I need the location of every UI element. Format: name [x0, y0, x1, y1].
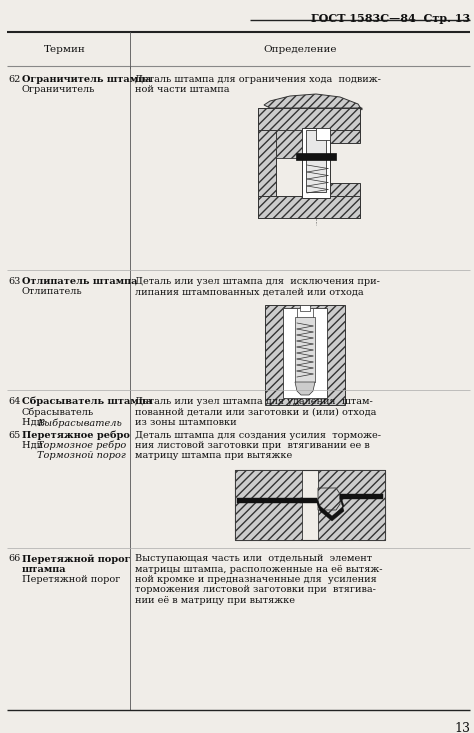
Bar	[316, 128, 330, 140]
Text: Ограничитель: Ограничитель	[22, 86, 95, 95]
Text: 66: 66	[8, 554, 20, 563]
Bar	[258, 108, 276, 218]
Text: Тормозное ребро: Тормозное ребро	[37, 441, 126, 451]
Bar	[258, 108, 360, 130]
Bar	[302, 128, 330, 198]
Text: Отлипатель: Отлипатель	[22, 287, 82, 297]
Text: Отлипатель штампа: Отлипатель штампа	[22, 277, 137, 286]
Bar	[258, 196, 360, 218]
Text: нии её в матрицу при вытяжке: нии её в матрицу при вытяжке	[135, 596, 295, 605]
Text: Термин: Термин	[44, 45, 86, 54]
Bar	[295, 317, 315, 382]
Text: Перетяжное ребро: Перетяжное ребро	[22, 430, 130, 440]
Bar	[235, 470, 385, 540]
Text: Ндп: Ндп	[22, 441, 46, 450]
Text: торможения листовой заготовки при  втягива-: торможения листовой заготовки при втягив…	[135, 586, 376, 594]
Polygon shape	[295, 382, 315, 395]
Bar	[283, 308, 327, 398]
Text: Перетяжной порог: Перетяжной порог	[22, 554, 130, 564]
Bar	[330, 108, 360, 143]
Text: Деталь штампа для создания усилия  торможе-: Деталь штампа для создания усилия тормож…	[135, 430, 381, 440]
Text: 13: 13	[454, 722, 470, 733]
Text: ной кромке и предназначенные для  усиления: ной кромке и предназначенные для усилени…	[135, 575, 377, 584]
Bar	[265, 305, 345, 405]
Bar	[306, 130, 326, 192]
Text: 64: 64	[8, 397, 20, 406]
Bar	[340, 494, 383, 499]
Text: пованной детали или заготовки и (или) отхода: пованной детали или заготовки и (или) от…	[135, 408, 376, 416]
Text: Выступающая часть или  отдельный  элемент: Выступающая часть или отдельный элемент	[135, 554, 372, 563]
Bar	[297, 308, 313, 318]
Bar	[237, 498, 302, 503]
Text: Ндп: Ндп	[22, 418, 46, 427]
Text: Выбрасыватель: Выбрасыватель	[37, 418, 122, 427]
Text: липания штампованных деталей или отхода: липания штампованных деталей или отхода	[135, 287, 364, 297]
Text: матрицу штампа при вытяжке: матрицу штампа при вытяжке	[135, 452, 292, 460]
Text: ной части штампа: ной части штампа	[135, 86, 229, 95]
Text: из зоны штамповки: из зоны штамповки	[135, 418, 237, 427]
Text: Деталь или узел штампа для удаления  штам-: Деталь или узел штампа для удаления штам…	[135, 397, 373, 406]
Text: 65: 65	[8, 430, 20, 440]
Polygon shape	[318, 488, 340, 510]
Text: штампа: штампа	[22, 564, 67, 573]
Text: ГОСТ 1583С—84  Стр. 13: ГОСТ 1583С—84 Стр. 13	[311, 13, 470, 24]
Text: ния листовой заготовки при  втягивании ее в: ния листовой заготовки при втягивании ее…	[135, 441, 370, 450]
Text: Ограничитель штампа: Ограничитель штампа	[22, 75, 152, 84]
Bar	[296, 153, 336, 160]
Bar	[300, 305, 310, 311]
Text: 62: 62	[8, 75, 20, 84]
Text: Деталь или узел штампа для  исключения при-: Деталь или узел штампа для исключения пр…	[135, 277, 380, 286]
Text: Сбрасыватель: Сбрасыватель	[22, 408, 94, 417]
Polygon shape	[264, 94, 362, 110]
Text: матрицы штампа, расположенные на её вытяж-: матрицы штампа, расположенные на её вытя…	[135, 564, 383, 573]
Bar	[330, 183, 360, 218]
Polygon shape	[300, 494, 344, 521]
Text: Деталь штампа для ограничения хода  подвиж-: Деталь штампа для ограничения хода подви…	[135, 75, 381, 84]
Text: 63: 63	[8, 277, 20, 286]
Bar	[235, 470, 302, 540]
Text: Сбрасыватель штампа: Сбрасыватель штампа	[22, 397, 152, 407]
Text: Тормозной порог: Тормозной порог	[37, 452, 126, 460]
Bar	[318, 470, 385, 540]
Bar	[276, 130, 302, 158]
Text: Определение: Определение	[263, 45, 337, 54]
Text: Перетяжной порог: Перетяжной порог	[22, 575, 120, 584]
